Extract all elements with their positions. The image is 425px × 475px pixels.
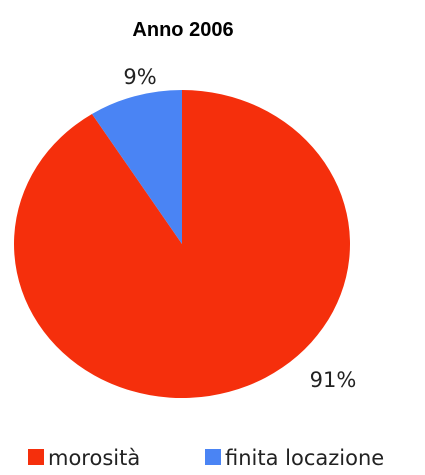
chart-title: Anno 2006 bbox=[132, 19, 233, 41]
pie-slice-morosita bbox=[14, 90, 351, 398]
pie-slices bbox=[14, 90, 351, 398]
legend-label: morosità bbox=[48, 446, 140, 470]
legend-swatch bbox=[28, 449, 44, 465]
legend-label: finita locazione bbox=[225, 446, 384, 470]
legend-swatch bbox=[205, 449, 221, 465]
legend-item-finita-locazione: finita locazione bbox=[205, 446, 384, 470]
data-label-morosita: 91% bbox=[310, 368, 357, 392]
slice-labels: 91% 9% bbox=[123, 65, 356, 392]
pie-slice-finita-locazione bbox=[91, 90, 182, 244]
legend-item-morosita: morosità bbox=[28, 446, 140, 470]
chart-legend: morosità finita locazione bbox=[28, 446, 384, 470]
data-label-finita-locazione: 9% bbox=[123, 65, 156, 89]
